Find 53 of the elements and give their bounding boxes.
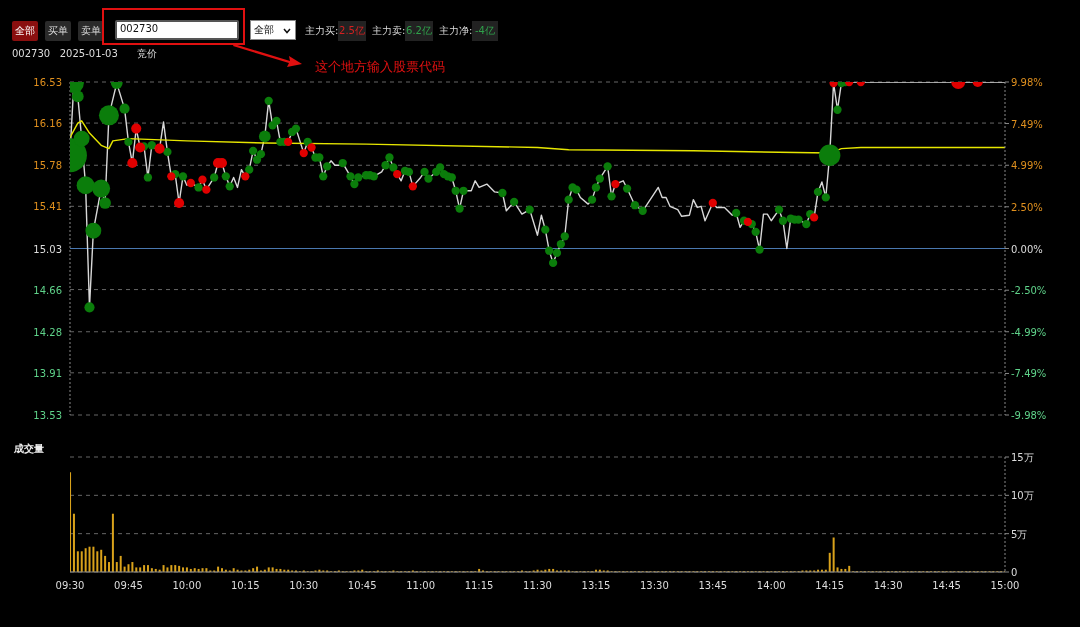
y2-tick-label: 0.00% xyxy=(1011,243,1043,255)
y-tick-label: 15万 xyxy=(1011,452,1034,463)
y-tick-label: 16.53 xyxy=(33,77,62,88)
y-tick-label: 15.41 xyxy=(33,201,62,213)
text: 这个地方输入股票代码 xyxy=(315,58,445,76)
x-tick-label: 10:30 xyxy=(289,580,319,591)
x-tick-label: 10:00 xyxy=(172,580,202,591)
y-tick-label: 13.53 xyxy=(33,410,62,421)
y-tick-label: 5万 xyxy=(1011,528,1028,540)
x-tick-label: 14:15 xyxy=(815,580,845,591)
x-tick-label: 11:00 xyxy=(406,580,436,591)
y2-tick-label: -2.50% xyxy=(1011,285,1047,297)
y2-tick-label: -4.99% xyxy=(1011,326,1047,338)
text: 002730 xyxy=(115,20,239,40)
y-tick-label: 14.28 xyxy=(33,326,62,338)
text: 买单 xyxy=(45,21,71,41)
y2-tick-label: 9.98% xyxy=(1011,77,1043,88)
y-tick-label: 15.78 xyxy=(33,160,62,172)
text: 主力买: xyxy=(305,24,339,38)
y2-tick-label: 4.99% xyxy=(1011,160,1043,172)
y2-tick-label: -7.49% xyxy=(1011,368,1047,380)
y2-tick-label: 2.50% xyxy=(1011,201,1043,213)
y-tick-label: 16.16 xyxy=(33,118,62,130)
text: 6.2亿 xyxy=(405,21,433,41)
text: 2.5亿 xyxy=(338,21,366,41)
x-tick-label: 14:00 xyxy=(756,580,786,591)
x-tick-label: 10:45 xyxy=(347,580,377,591)
y-tick-label: 0 xyxy=(1011,567,1018,578)
text: 主力卖: xyxy=(372,24,406,38)
text: 全部 xyxy=(250,20,296,40)
x-tick-label: 15:00 xyxy=(990,580,1020,591)
x-tick-label: 13:30 xyxy=(639,580,669,591)
x-tick-label: 11:30 xyxy=(523,580,552,591)
chart-title: 成交量 xyxy=(14,442,44,456)
text: 主力净: xyxy=(439,24,473,38)
x-tick-label: 14:30 xyxy=(873,580,903,591)
x-tick-label: 14:45 xyxy=(932,580,961,591)
y-tick-label: 14.66 xyxy=(33,284,62,296)
y2-tick-label: -9.98% xyxy=(1011,410,1047,421)
y-tick-label: 13.91 xyxy=(33,367,62,379)
x-tick-label: 13:45 xyxy=(698,580,728,591)
text: -4亿 xyxy=(472,21,498,41)
text: 全部 xyxy=(12,21,38,41)
y-tick-label: 15.03 xyxy=(33,243,62,255)
chart-title: 002730 2025-01-03 竞价 xyxy=(12,47,157,61)
y-tick-label: 10万 xyxy=(1011,490,1034,502)
x-tick-label: 10:15 xyxy=(230,580,260,591)
x-tick-label: 09:45 xyxy=(114,580,143,591)
x-tick-label: 09:30 xyxy=(55,580,85,591)
x-tick-label: 13:15 xyxy=(581,580,611,591)
x-tick-label: 11:15 xyxy=(464,580,494,591)
y2-tick-label: 7.49% xyxy=(1011,118,1043,130)
text: 卖单 xyxy=(78,21,104,41)
